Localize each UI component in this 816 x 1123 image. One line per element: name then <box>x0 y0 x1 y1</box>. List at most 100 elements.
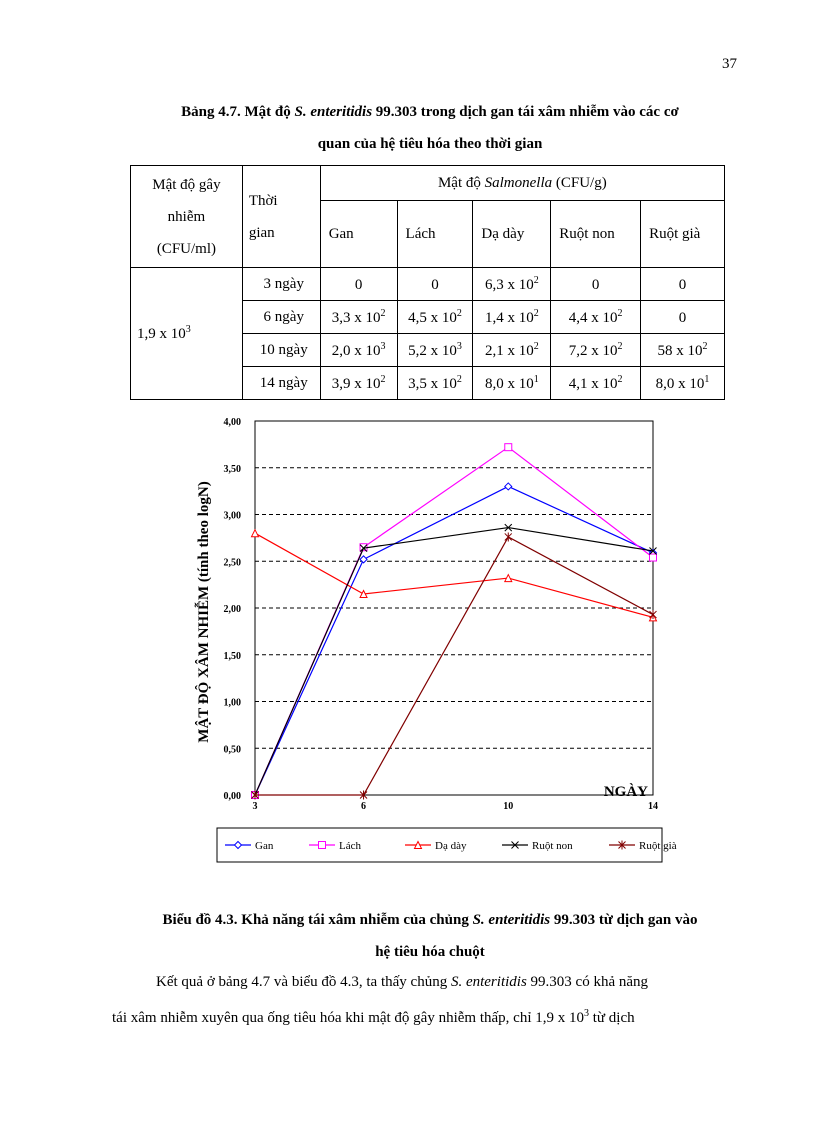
data-point <box>413 840 423 849</box>
x-tick-label: 10 <box>503 801 513 812</box>
data-point <box>618 840 626 850</box>
table-cell: 8,0 x 101 <box>472 366 552 400</box>
body-p2-end: từ dịch <box>589 1010 635 1026</box>
series-line <box>254 532 654 618</box>
time-cell: 3 ngày <box>241 267 321 301</box>
x-tick-label: 3 <box>253 801 258 812</box>
cell-exp: 2 <box>617 340 623 352</box>
cell-exp: 2 <box>533 307 539 319</box>
cell-base: 8,0 x 10 <box>484 375 534 392</box>
table-cell: 3,9 x 102 <box>319 366 398 400</box>
table-cell: 0 <box>550 267 642 301</box>
table-caption: Bảng 4.7. Mật độ S. enteritidis 99.303 t… <box>100 96 760 160</box>
legend-label: Dạ dày <box>435 840 467 852</box>
cell-base: 3,5 x 10 <box>408 375 457 392</box>
header-time: Thời gian <box>241 165 321 268</box>
data-point <box>504 532 513 542</box>
y-tick-label: 1,00 <box>224 698 242 709</box>
body-p1-prefix: Kết quả ở bảng 4.7 và biểu đồ 4.3, ta th… <box>156 974 451 990</box>
table-row: 6 ngày 3,3 x 102 4,5 x 102 1,4 x 102 4,4… <box>131 300 725 334</box>
line-chart: 0,00 0,50 1,00 1,50 2,00 2,50 3,00 3,50 4,00 3 6 10… <box>194 417 677 863</box>
series-line <box>255 536 654 796</box>
cell-base: 8,0 x 10 <box>655 375 705 392</box>
header-inoculum-l3: (CFU/ml) <box>156 240 216 257</box>
cell-exp: 1 <box>533 373 539 385</box>
cell-exp: 3 <box>456 340 462 352</box>
chart-series <box>250 443 658 800</box>
cell-exp: 2 <box>533 274 539 286</box>
data-point <box>318 841 326 849</box>
table-caption-rest: 99.303 trong dịch gan tái xâm nhiễm vào … <box>372 104 679 120</box>
table-row: 10 ngày 2,0 x 103 5,2 x 103 2,1 x 102 7,… <box>131 333 725 367</box>
data-point <box>649 553 657 562</box>
header-inoculum-l1: Mật độ gây <box>152 176 221 193</box>
data-point <box>511 841 519 849</box>
y-tick-label: 4,00 <box>224 417 242 428</box>
y-tick-label: 2,00 <box>224 604 242 615</box>
figure-caption-organism: S. enteritidis <box>472 912 551 928</box>
column-header: Gan <box>319 200 398 268</box>
cell-base: 0 <box>678 309 687 326</box>
x-tick-label: 14 <box>648 801 658 812</box>
body-p1-rest: 99.303 có khả năng <box>526 974 649 990</box>
table-cell: 6,3 x 102 <box>472 267 552 301</box>
body-p2-start: tái xâm nhiễm xuyên qua ống tiêu hóa khi… <box>112 1010 584 1026</box>
body-p2-exp: 3 <box>584 1008 589 1019</box>
y-tick-label: 2,50 <box>224 557 242 568</box>
cell-base: 4,5 x 10 <box>408 309 457 326</box>
column-header: Ruột non <box>550 200 642 268</box>
table-caption-organism: S. enteritidis <box>294 104 373 120</box>
cell-exp: 2 <box>617 373 623 385</box>
cell-exp: 2 <box>380 373 386 385</box>
cell-exp: 2 <box>702 340 708 352</box>
cell-exp: 2 <box>456 307 462 319</box>
table-cell: 4,5 x 102 <box>396 300 474 334</box>
header-density-organism: Salmonella <box>484 174 553 191</box>
table-caption-prefix: Bảng 4.7. Mật độ <box>181 104 295 120</box>
table-cell: 7,2 x 102 <box>550 333 642 367</box>
figure-caption-prefix: Biểu đồ 4.3. Khả năng tái xâm nhiễm của … <box>162 912 473 928</box>
time-cell: 6 ngày <box>241 300 321 334</box>
cell-base: 58 x 10 <box>657 342 703 359</box>
cell-base: 6,3 x 10 <box>484 276 534 293</box>
table-row: 14 ngày 3,9 x 102 3,5 x 102 8,0 x 101 4,… <box>131 366 725 400</box>
table-cell: 8,0 x 101 <box>640 366 725 400</box>
header-density-unit: (CFU/g) <box>552 174 607 191</box>
y-tick-label: 0,00 <box>224 791 242 802</box>
cell-base: 0 <box>354 276 363 293</box>
table-cell: 2,0 x 103 <box>319 333 398 367</box>
table-cell: 2,1 x 102 <box>472 333 552 367</box>
header-time-l2: gian <box>248 224 275 241</box>
density-table: Mật độ gây nhiễm (CFU/ml) Thời gian Mật … <box>130 165 726 400</box>
figure-caption-rest: 99.303 từ dịch gan vào <box>550 912 698 928</box>
column-header: Lách <box>396 200 474 268</box>
cell-exp: 2 <box>617 307 623 319</box>
table-cell: 58 x 102 <box>640 333 725 367</box>
data-point <box>649 610 657 620</box>
table-cell: 0 <box>640 300 725 334</box>
table-row: 1,9 x 103 3 ngày 0 0 6,3 x 102 0 0 <box>130 267 725 400</box>
body-paragraph-line1: Kết quả ở bảng 4.7 và biểu đồ 4.3, ta th… <box>112 966 740 998</box>
series-line <box>254 485 654 796</box>
inoculum-base: 1,9 x 10 <box>137 326 186 342</box>
y-tick-label: 3,00 <box>224 511 242 522</box>
body-paragraph-line2: tái xâm nhiễm xuyên qua ống tiêu hóa khi… <box>112 998 740 1034</box>
data-point <box>359 589 368 598</box>
table-cell: 0 <box>319 267 398 301</box>
legend-label: Lách <box>339 840 361 852</box>
header-density-prefix: Mật độ <box>437 174 485 191</box>
cell-base: 4,4 x 10 <box>568 309 618 326</box>
data-point <box>359 555 368 564</box>
table-cell: 4,1 x 102 <box>550 366 642 400</box>
table-cell: 3,5 x 102 <box>396 366 474 400</box>
cell-base: 0 <box>591 276 600 293</box>
cell-base: 5,2 x 10 <box>408 342 457 359</box>
data-point <box>504 482 513 491</box>
y-tick-label: 0,50 <box>224 744 242 755</box>
inoculum-exp: 3 <box>185 324 191 335</box>
cell-exp: 2 <box>456 373 462 385</box>
series-line <box>254 526 654 796</box>
table-cell: 0 <box>396 267 474 301</box>
legend-label: Ruột non <box>532 840 573 852</box>
cell-base: 3,9 x 10 <box>331 375 381 392</box>
